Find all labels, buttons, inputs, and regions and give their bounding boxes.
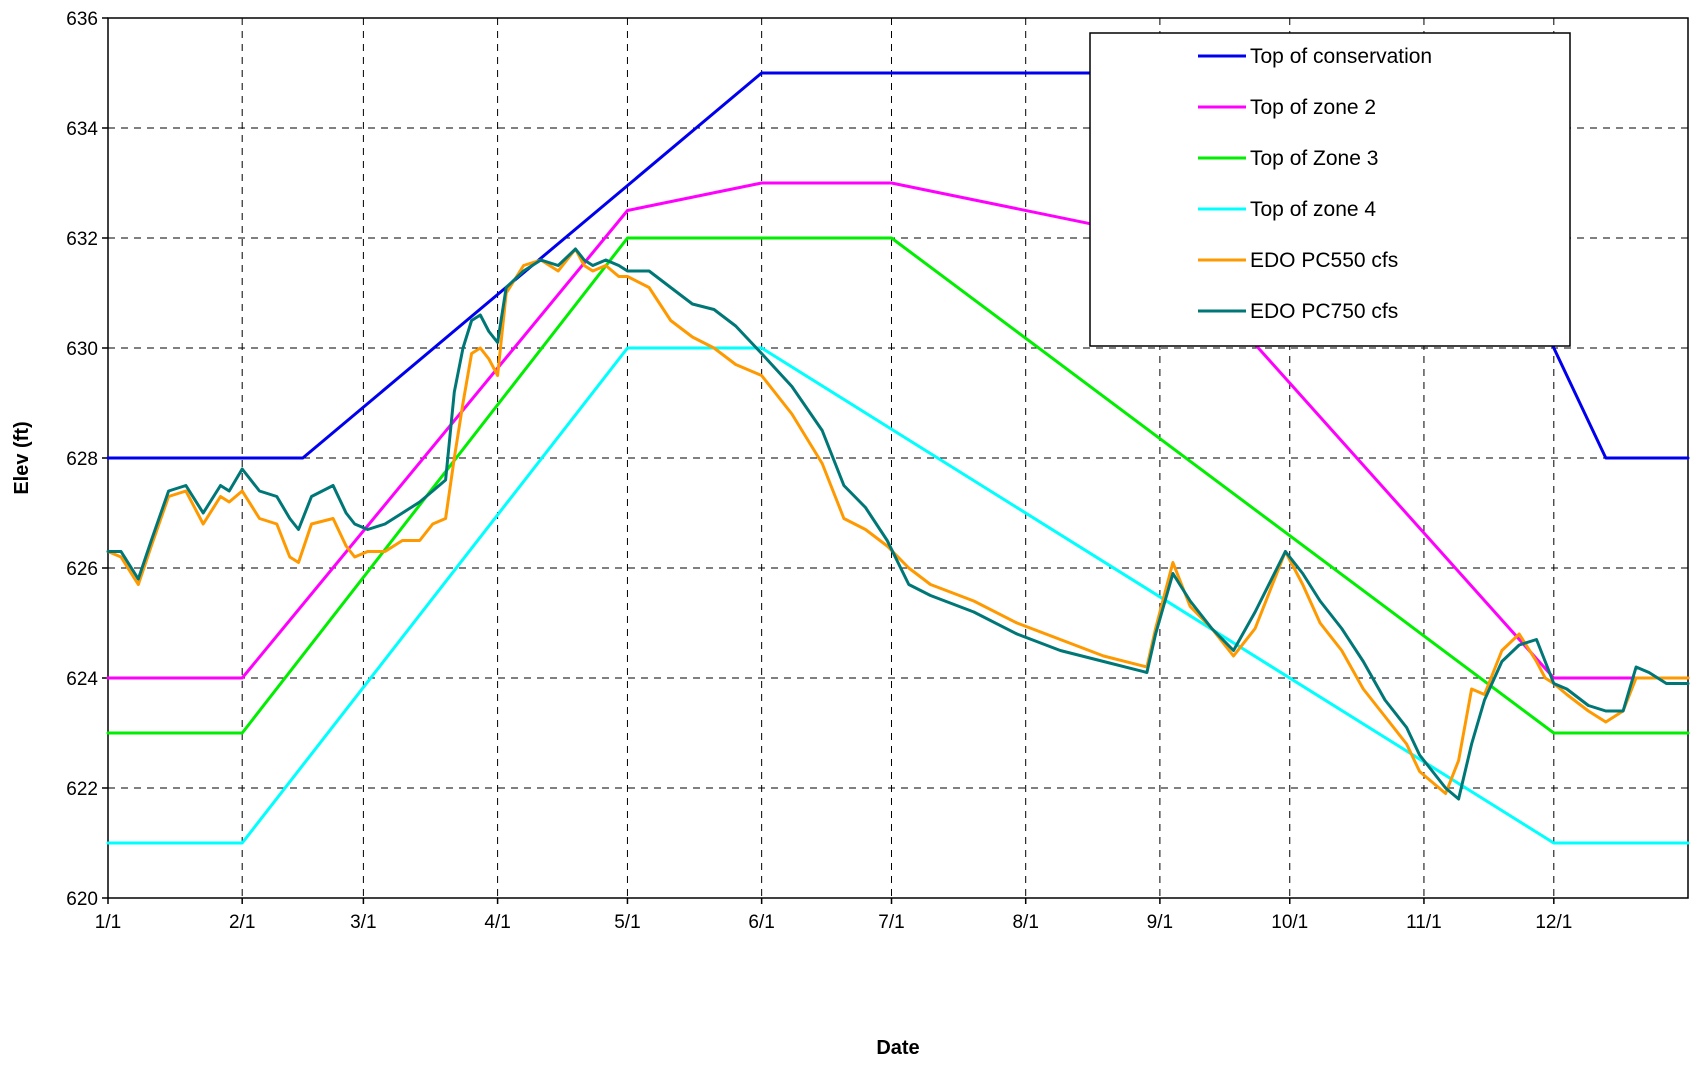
x-axis-title: Date <box>876 1037 919 1059</box>
y-tick-label: 630 <box>66 339 98 360</box>
x-tick-label: 2/1 <box>229 912 255 933</box>
y-tick-label: 636 <box>66 9 98 30</box>
x-tick-label: 3/1 <box>350 912 376 933</box>
series-line-6 <box>106 247 1690 801</box>
x-tick-label: 11/1 <box>1406 912 1442 933</box>
y-axis-ticks: 620 622 624 626 628 630 632 634 636 <box>66 9 108 910</box>
x-tick-label: 4/1 <box>484 912 510 933</box>
y-tick-label: 622 <box>66 779 98 800</box>
legend-label: Top of zone 2 <box>1250 96 1376 119</box>
series-line-2 <box>106 181 1690 680</box>
legend-items: Top of conservation Top of zone 2 Top of Z… <box>1198 45 1432 323</box>
x-tick-label: 5/1 <box>614 912 640 933</box>
x-tick-label: 1/1 <box>95 912 121 933</box>
x-tick-label: 12/1 <box>1535 912 1572 933</box>
legend-box <box>1089 32 1571 347</box>
x-tick-label: 7/1 <box>878 912 904 933</box>
x-tick-label: 6/1 <box>748 912 774 933</box>
series-line-3 <box>106 236 1690 735</box>
legend-label: Top of Zone 3 <box>1250 147 1378 170</box>
legend: Top of conservation Top of zone 2 Top of Z… <box>1089 32 1571 347</box>
series-line-5 <box>106 247 1690 795</box>
y-tick-label: 632 <box>66 229 98 250</box>
x-tick-label: 9/1 <box>1147 912 1173 933</box>
legend-label: EDO PC550 cfs <box>1250 249 1398 272</box>
legend-label: Top of conservation <box>1250 45 1432 68</box>
x-tick-label: 8/1 <box>1012 912 1038 933</box>
legend-label: EDO PC750 cfs <box>1250 300 1398 323</box>
y-tick-label: 628 <box>66 449 98 470</box>
y-tick-label: 626 <box>66 559 98 580</box>
y-tick-label: 620 <box>66 889 98 910</box>
legend-label: Top of zone 4 <box>1250 198 1376 221</box>
x-tick-label: 10/1 <box>1271 912 1308 933</box>
y-tick-label: 634 <box>66 119 98 140</box>
y-tick-label: 624 <box>66 669 98 690</box>
x-axis-ticks: 1/1 2/1 3/1 4/1 5/1 6/1 7/1 8/1 9/1 10/1 11/1 12/1 <box>95 898 1572 933</box>
series-line-4 <box>106 346 1690 845</box>
y-axis-title: Elev (ft) <box>11 421 33 494</box>
